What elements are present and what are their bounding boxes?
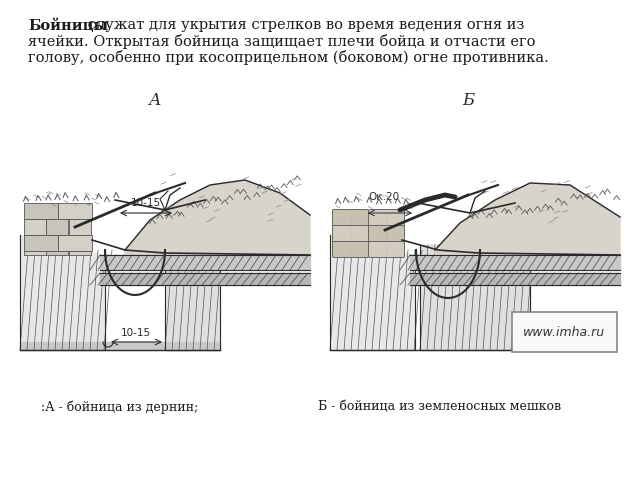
- Text: Б: Б: [462, 92, 474, 109]
- Polygon shape: [100, 255, 310, 270]
- Bar: [330, 95, 620, 360]
- Text: Бойницы: Бойницы: [28, 18, 108, 33]
- Text: голову, особенно при косоприцельном (боковом) огне противника.: голову, особенно при косоприцельном (бок…: [28, 50, 548, 65]
- Text: Б - бойница из земленосных мешков: Б - бойница из земленосных мешков: [319, 400, 561, 413]
- Bar: [512, 312, 617, 352]
- Bar: [24, 251, 46, 255]
- Text: служат для укрытия стрелков во время ведения огня из: служат для укрытия стрелков во время вед…: [83, 18, 524, 32]
- Text: А: А: [148, 92, 161, 109]
- Polygon shape: [410, 273, 620, 285]
- Bar: [58, 203, 92, 219]
- Bar: [69, 251, 91, 255]
- Polygon shape: [20, 235, 105, 350]
- Bar: [24, 235, 58, 251]
- Polygon shape: [410, 255, 620, 270]
- Bar: [46, 219, 68, 235]
- FancyBboxPatch shape: [369, 226, 404, 242]
- FancyBboxPatch shape: [333, 209, 369, 227]
- Polygon shape: [125, 180, 310, 255]
- Polygon shape: [435, 183, 620, 255]
- Text: Ок.20: Ок.20: [368, 192, 399, 202]
- Bar: [24, 203, 58, 219]
- Polygon shape: [420, 240, 530, 350]
- Bar: [24, 219, 46, 235]
- Text: 10-15: 10-15: [131, 198, 161, 208]
- Text: ячейки. Открытая бойница защищает плечи бойца и отчасти его: ячейки. Открытая бойница защищает плечи …: [28, 34, 536, 49]
- Polygon shape: [100, 273, 310, 285]
- Polygon shape: [165, 240, 220, 350]
- Bar: [46, 251, 68, 255]
- Bar: [69, 219, 91, 235]
- Text: www.imha.ru: www.imha.ru: [523, 325, 605, 338]
- FancyBboxPatch shape: [369, 241, 404, 257]
- Bar: [20, 95, 310, 360]
- Polygon shape: [330, 235, 415, 350]
- FancyBboxPatch shape: [333, 241, 369, 257]
- Bar: [58, 235, 92, 251]
- Polygon shape: [20, 342, 220, 350]
- FancyBboxPatch shape: [369, 209, 404, 227]
- FancyBboxPatch shape: [333, 226, 369, 242]
- Text: :А - бойница из дернин;: :А - бойница из дернин;: [42, 400, 198, 413]
- Text: 10-15: 10-15: [121, 328, 151, 338]
